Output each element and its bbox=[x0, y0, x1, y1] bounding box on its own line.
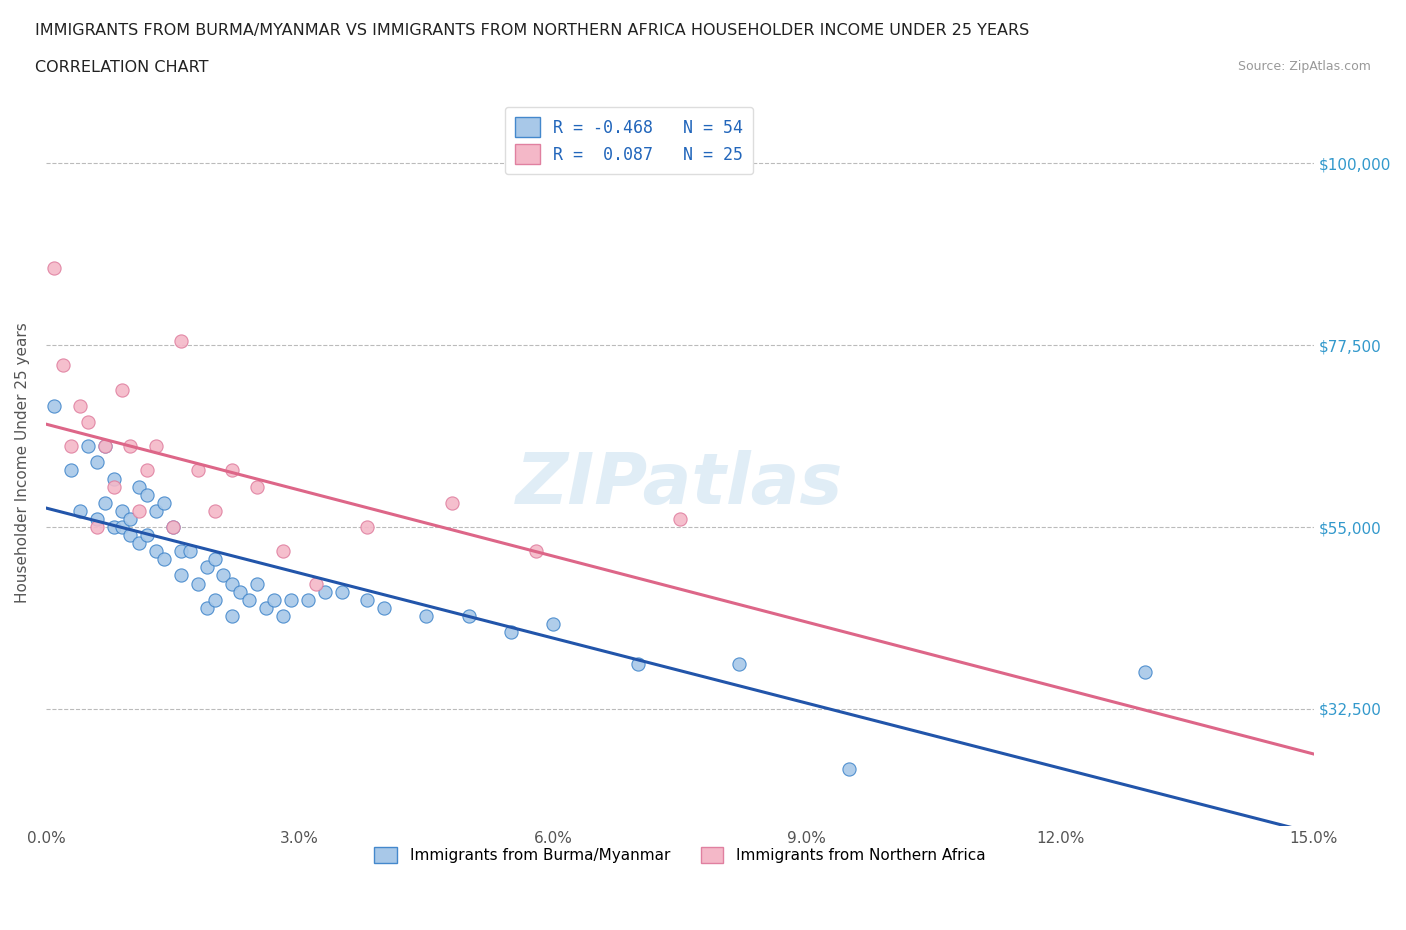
Point bbox=[263, 592, 285, 607]
Point bbox=[297, 592, 319, 607]
Point bbox=[280, 592, 302, 607]
Point bbox=[204, 503, 226, 518]
Point bbox=[221, 463, 243, 478]
Point bbox=[111, 503, 134, 518]
Point bbox=[187, 463, 209, 478]
Point bbox=[179, 544, 201, 559]
Point bbox=[728, 657, 751, 671]
Point bbox=[238, 592, 260, 607]
Point bbox=[60, 439, 83, 454]
Point bbox=[415, 608, 437, 623]
Point bbox=[136, 487, 159, 502]
Point bbox=[440, 496, 463, 511]
Point bbox=[212, 568, 235, 583]
Point bbox=[457, 608, 479, 623]
Point bbox=[103, 472, 125, 486]
Point bbox=[77, 415, 100, 430]
Point bbox=[221, 576, 243, 591]
Point bbox=[94, 496, 117, 511]
Point bbox=[195, 560, 218, 575]
Point bbox=[153, 496, 176, 511]
Point bbox=[373, 601, 395, 616]
Point bbox=[1133, 665, 1156, 680]
Point bbox=[136, 463, 159, 478]
Point bbox=[204, 592, 226, 607]
Point bbox=[94, 439, 117, 454]
Point bbox=[229, 584, 252, 599]
Point bbox=[44, 398, 66, 413]
Text: IMMIGRANTS FROM BURMA/MYANMAR VS IMMIGRANTS FROM NORTHERN AFRICA HOUSEHOLDER INC: IMMIGRANTS FROM BURMA/MYANMAR VS IMMIGRA… bbox=[35, 23, 1029, 38]
Point bbox=[111, 382, 134, 397]
Point bbox=[541, 617, 564, 631]
Point bbox=[120, 439, 142, 454]
Point bbox=[77, 439, 100, 454]
Point bbox=[271, 608, 294, 623]
Point bbox=[356, 592, 378, 607]
Point bbox=[669, 512, 692, 526]
Point bbox=[153, 551, 176, 566]
Point bbox=[69, 503, 91, 518]
Point bbox=[170, 544, 193, 559]
Point bbox=[52, 358, 75, 373]
Point bbox=[204, 551, 226, 566]
Point bbox=[170, 334, 193, 349]
Point bbox=[162, 520, 184, 535]
Text: Source: ZipAtlas.com: Source: ZipAtlas.com bbox=[1237, 60, 1371, 73]
Point bbox=[838, 762, 860, 777]
Point bbox=[524, 544, 547, 559]
Point bbox=[103, 479, 125, 494]
Point bbox=[94, 439, 117, 454]
Point bbox=[330, 584, 353, 599]
Point bbox=[111, 520, 134, 535]
Point bbox=[145, 544, 167, 559]
Point bbox=[44, 261, 66, 276]
Point bbox=[221, 608, 243, 623]
Point bbox=[128, 503, 150, 518]
Point bbox=[120, 527, 142, 542]
Point bbox=[162, 520, 184, 535]
Point bbox=[254, 601, 277, 616]
Point bbox=[187, 576, 209, 591]
Y-axis label: Householder Income Under 25 years: Householder Income Under 25 years bbox=[15, 322, 30, 603]
Text: ZIPatlas: ZIPatlas bbox=[516, 450, 844, 519]
Point bbox=[69, 398, 91, 413]
Text: CORRELATION CHART: CORRELATION CHART bbox=[35, 60, 208, 75]
Point bbox=[86, 455, 108, 470]
Point bbox=[128, 479, 150, 494]
Point bbox=[86, 512, 108, 526]
Point bbox=[499, 625, 522, 640]
Point bbox=[86, 520, 108, 535]
Point bbox=[246, 479, 269, 494]
Legend: Immigrants from Burma/Myanmar, Immigrants from Northern Africa: Immigrants from Burma/Myanmar, Immigrant… bbox=[368, 841, 991, 870]
Point bbox=[626, 657, 648, 671]
Point bbox=[195, 601, 218, 616]
Point bbox=[170, 568, 193, 583]
Point bbox=[356, 520, 378, 535]
Point bbox=[136, 527, 159, 542]
Point bbox=[271, 544, 294, 559]
Point bbox=[60, 463, 83, 478]
Point bbox=[314, 584, 336, 599]
Point bbox=[128, 536, 150, 551]
Point bbox=[145, 503, 167, 518]
Point bbox=[103, 520, 125, 535]
Point bbox=[305, 576, 328, 591]
Point bbox=[145, 439, 167, 454]
Point bbox=[246, 576, 269, 591]
Point bbox=[120, 512, 142, 526]
